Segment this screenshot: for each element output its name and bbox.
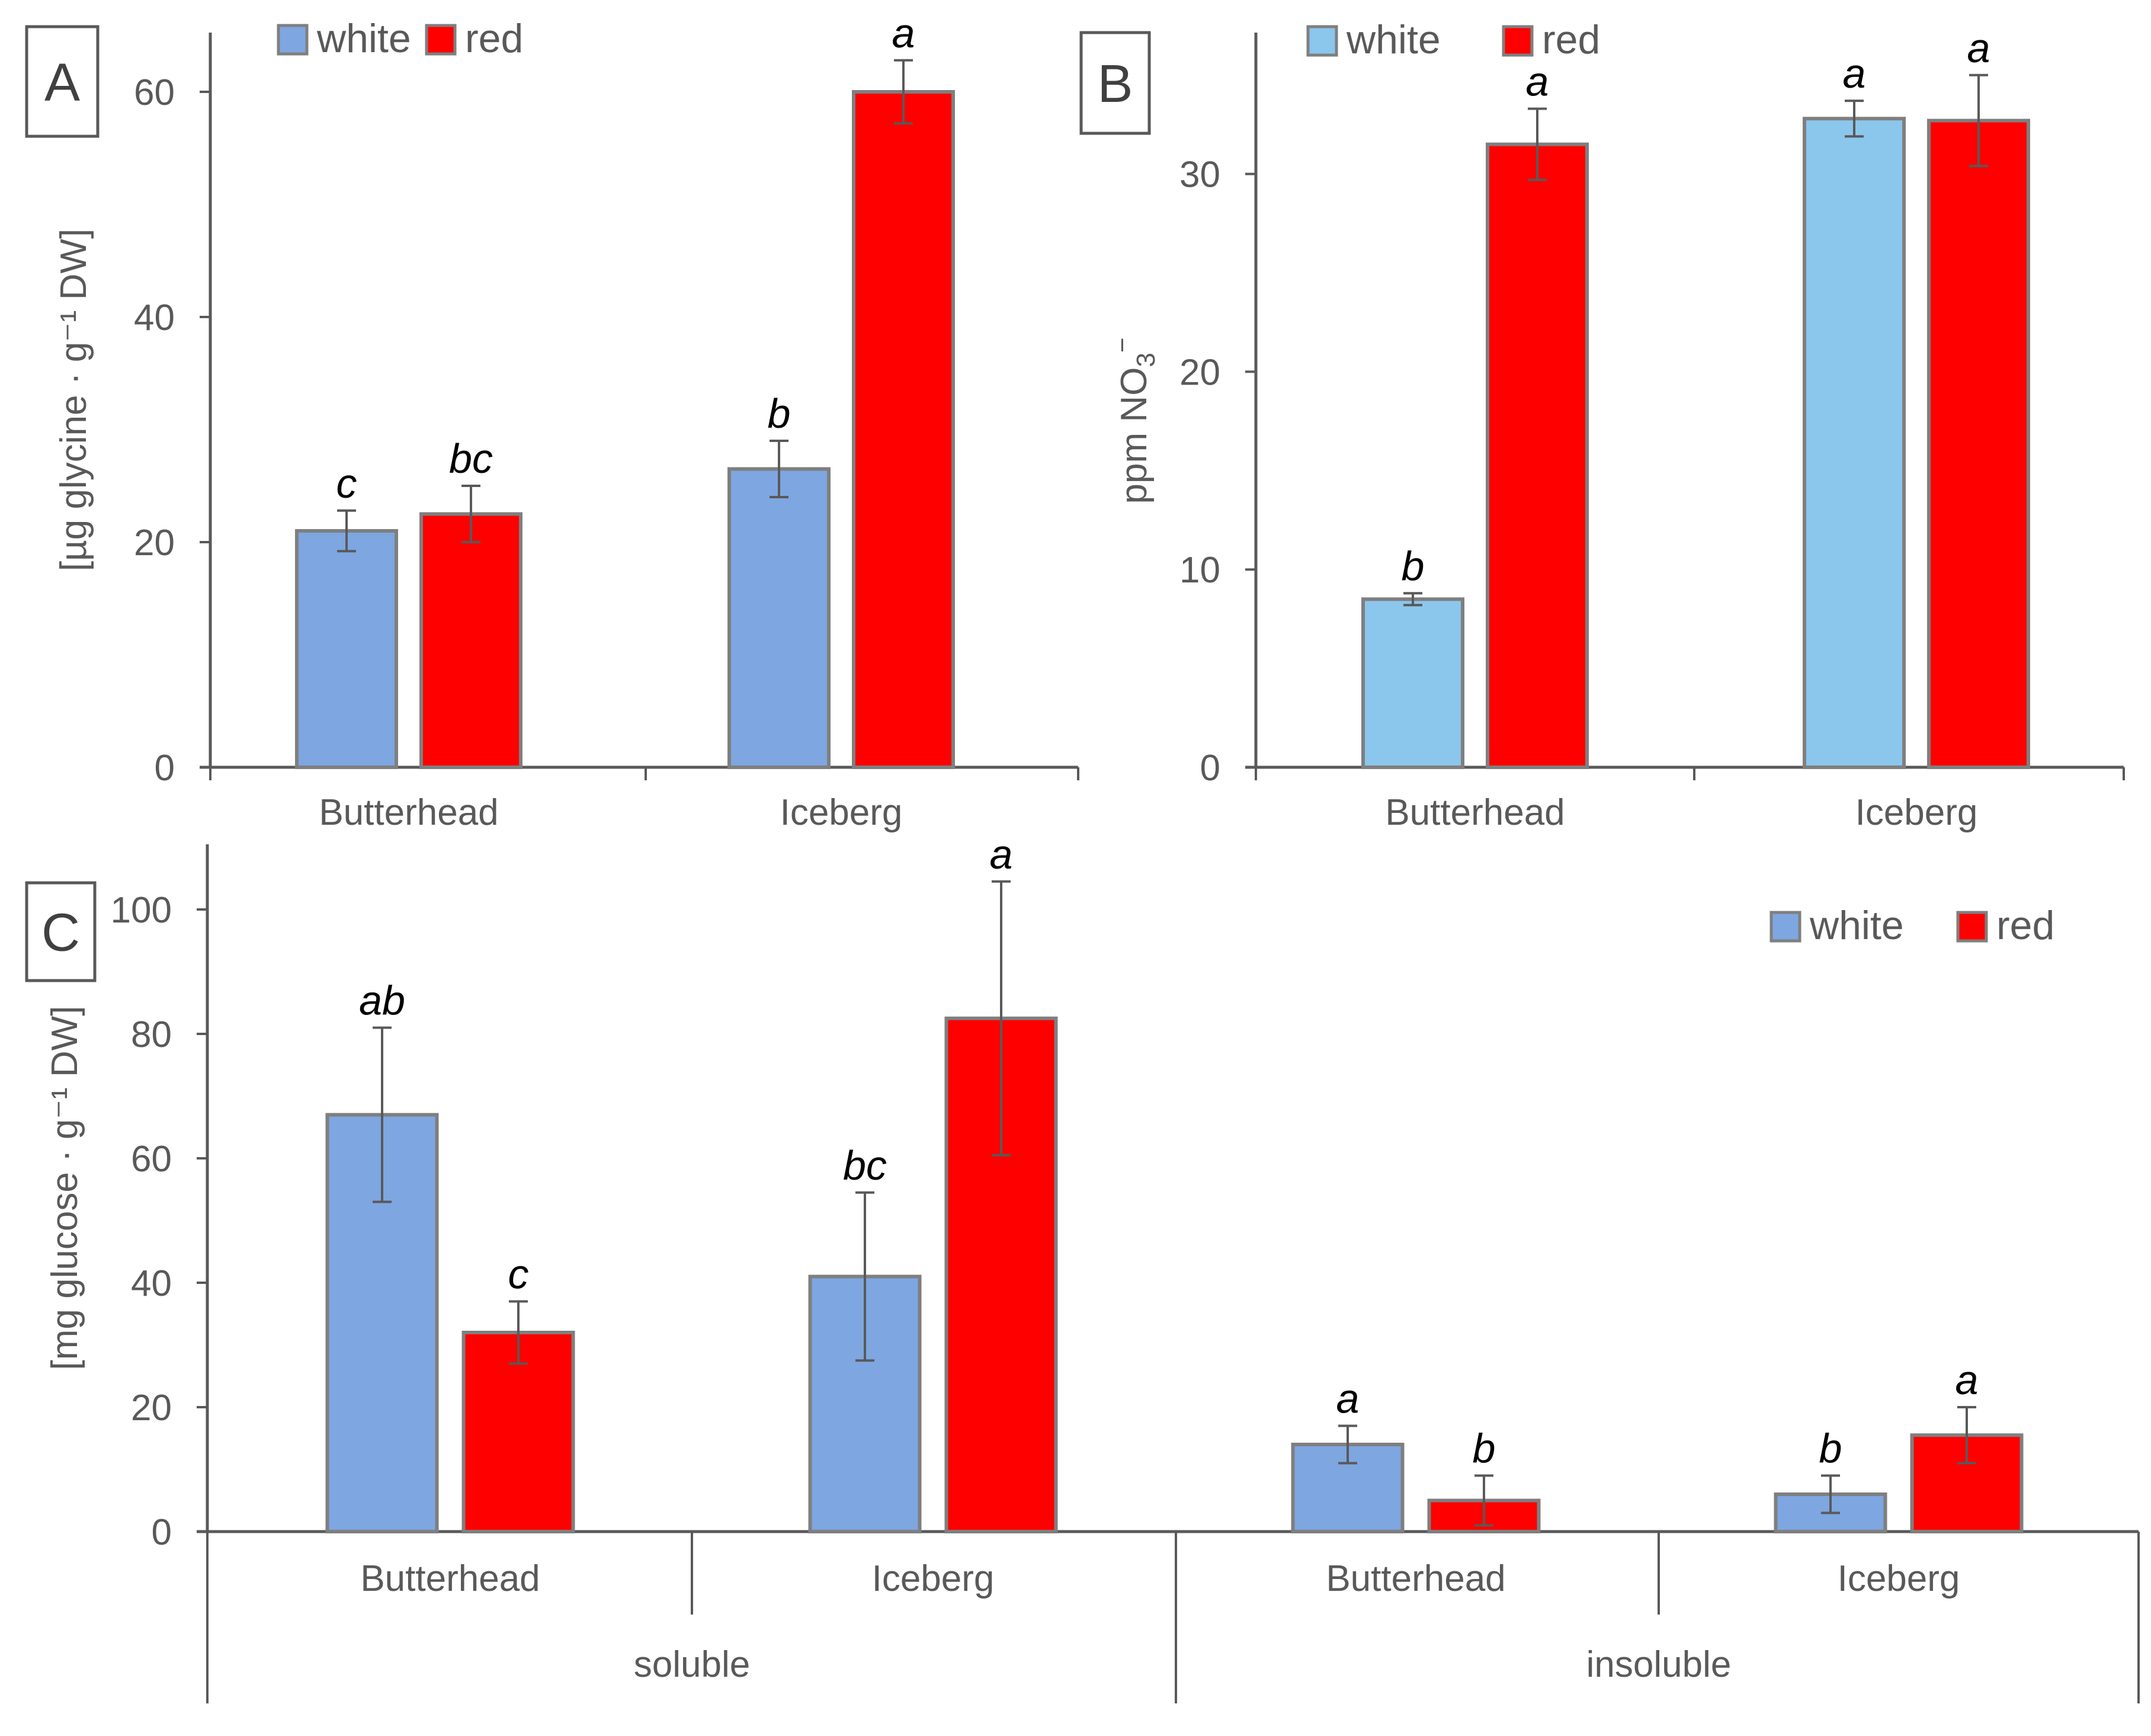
- y-tick-label: 20: [1179, 352, 1220, 393]
- group-label: soluble: [634, 1644, 750, 1685]
- bar-white: [295, 529, 398, 769]
- significance-letter: a: [990, 831, 1013, 877]
- legend-swatch-white: [277, 24, 309, 56]
- bar-red: [1927, 118, 2030, 770]
- significance-letter: a: [1526, 59, 1549, 105]
- panel-c-chart: 020406080100abcButterheadbcaIcebergabBut…: [25, 831, 2140, 1703]
- y-tick-label: 30: [1179, 155, 1220, 196]
- y-tick-label: 0: [155, 748, 175, 789]
- bar-white: [727, 467, 831, 769]
- y-axis-title-subscript: 3: [1131, 353, 1161, 367]
- legend-swatch-white: [1769, 911, 1801, 943]
- y-tick-label: 60: [131, 1139, 172, 1180]
- bar-white: [1803, 117, 1906, 769]
- legend-label: red: [465, 16, 523, 61]
- panel-label: A: [44, 53, 80, 113]
- panel-label-box: [25, 881, 97, 982]
- panel-label-box: [25, 25, 100, 138]
- panel-label: C: [41, 904, 80, 963]
- y-tick-label: 100: [111, 890, 172, 931]
- significance-letter: a: [1336, 1376, 1360, 1422]
- legend-label: white: [1809, 903, 1904, 948]
- category-label: Butterhead: [1385, 792, 1565, 833]
- category-label: Butterhead: [319, 792, 498, 833]
- panel-a-chart: 0 20 40 60 c bc Butterhead b a Iceberg white red A [µ…: [25, 10, 1079, 833]
- y-tick-label: 20: [131, 1388, 172, 1428]
- legend-swatch-white: [1306, 25, 1338, 57]
- y-axis-title: [mg glucose · g⁻¹ DW]: [44, 1006, 85, 1370]
- legend-swatch-red: [1956, 911, 1988, 943]
- category-label: Butterhead: [360, 1558, 540, 1599]
- y-tick-label: 60: [134, 72, 175, 113]
- significance-letter: b: [768, 390, 791, 437]
- y-axis-title-main: ppm NO: [1114, 367, 1155, 504]
- significance-letter: a: [892, 10, 915, 56]
- y-axis-title-superscript: −: [1108, 337, 1137, 353]
- panel-label-box: [1079, 31, 1151, 135]
- y-tick-label: 80: [131, 1014, 172, 1055]
- bar-red: [852, 90, 955, 769]
- bar-red: [419, 512, 522, 769]
- legend-label: white: [316, 16, 411, 61]
- significance-letter: a: [1967, 25, 1990, 71]
- legend-label: white: [1346, 17, 1441, 62]
- significance-letter: b: [1473, 1426, 1496, 1472]
- category-label: Iceberg: [1838, 1558, 1960, 1599]
- y-tick-label: 40: [134, 297, 175, 338]
- legend-label: red: [1996, 903, 2054, 948]
- significance-letter: bc: [843, 1142, 887, 1189]
- category-label: Iceberg: [780, 792, 903, 833]
- category-label: Butterhead: [1326, 1558, 1505, 1599]
- y-tick-label: 40: [131, 1263, 172, 1304]
- category-label: Iceberg: [1855, 792, 1978, 833]
- significance-letter: bc: [449, 435, 493, 482]
- legend-swatch-red: [425, 24, 457, 56]
- bar-white: [1361, 597, 1464, 770]
- significance-letter: ab: [359, 978, 405, 1024]
- y-tick-label: 0: [152, 1512, 172, 1553]
- significance-letter: a: [1956, 1357, 1979, 1403]
- legend-label: red: [1542, 17, 1600, 62]
- y-tick-label: 20: [134, 523, 175, 563]
- y-axis-title: [µg glycine · g⁻¹ DW]: [53, 229, 94, 571]
- group-label: insoluble: [1586, 1644, 1732, 1685]
- panel-b-chart: 0 10 20 30 b a Butterhead a a Iceberg white red Bppm…: [1079, 17, 2125, 833]
- category-label: Iceberg: [872, 1558, 995, 1599]
- significance-letter: c: [336, 460, 357, 507]
- y-tick-label: 10: [1179, 550, 1220, 591]
- panel-label: B: [1097, 55, 1133, 114]
- significance-letter: b: [1819, 1426, 1842, 1472]
- y-tick-label: 0: [1200, 748, 1220, 789]
- bar-red: [1486, 142, 1589, 770]
- significance-letter: b: [1402, 543, 1425, 589]
- significance-letter: c: [508, 1251, 529, 1298]
- bar-red: [461, 1331, 575, 1533]
- significance-letter: a: [1843, 50, 1866, 97]
- legend-swatch-red: [1502, 25, 1534, 57]
- y-axis-title: ppm NO3−: [1108, 337, 1161, 504]
